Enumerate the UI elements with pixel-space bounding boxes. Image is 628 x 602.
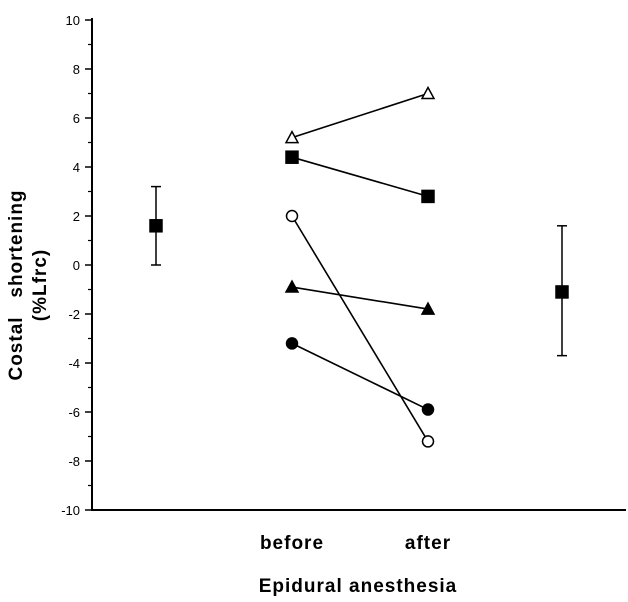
series-line-5 [291,342,429,411]
square-filled-marker [285,150,299,164]
series-line-2 [291,156,429,198]
series-line-4 [291,286,429,310]
triangle-open-marker [284,130,300,144]
axes [91,18,626,511]
category-label-before: before [260,533,324,554]
y-tick-label: -6 [68,405,80,420]
y-tick-label: 10 [66,13,80,28]
y-axis-title-line1: Costal shortening [6,189,27,380]
y-tick-label: -4 [68,356,80,371]
square-filled-marker [149,219,163,233]
y-ticks: 10 8 6 4 2 0 -2 -4 -6 -8 -10 [61,13,92,518]
triangle-filled-marker [420,301,436,315]
series-lines [291,92,429,442]
y-tick-label: 8 [73,62,80,77]
circle-open-marker [285,209,299,223]
series-line-3 [291,215,429,442]
y-tick-label: 0 [73,258,80,273]
series-markers [149,85,569,448]
circle-filled-marker [421,403,435,416]
category-label-after: after [405,533,451,554]
y-tick-label: 2 [73,209,80,224]
x-axis-title: Epidural anesthesia [259,576,458,597]
y-tick-label: -2 [68,307,80,322]
y-tick-label: -10 [61,503,80,518]
series-line-1 [291,92,429,139]
triangle-filled-marker [284,279,300,293]
summary-error-bars [151,185,567,357]
y-tick-label: 4 [73,160,80,175]
triangle-open-marker [420,85,436,100]
circle-open-marker [421,435,435,448]
y-tick-label: -8 [68,454,80,469]
square-filled-marker [421,189,435,204]
circle-filled-marker [285,337,299,350]
y-axis-title-line2: (%Lfrc) [30,249,51,321]
square-filled-marker [555,285,569,299]
y-tick-label: 6 [73,111,80,126]
